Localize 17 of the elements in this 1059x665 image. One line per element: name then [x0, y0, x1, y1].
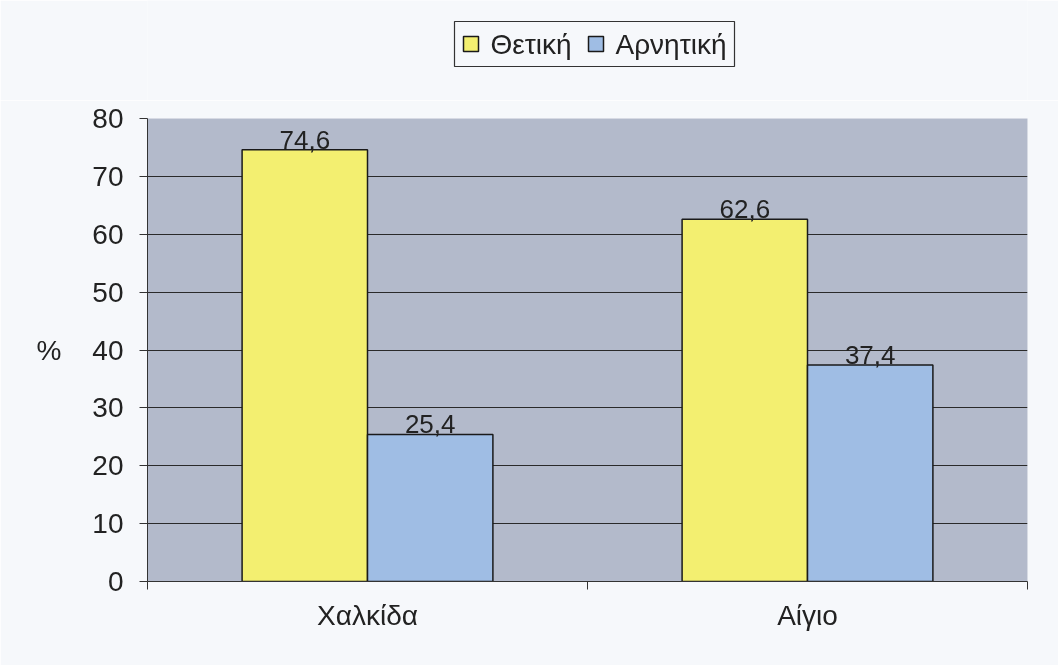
y-axis-title: % [36, 334, 62, 366]
y-tick-label: 10 [92, 508, 124, 540]
y-tick-label: 80 [92, 103, 124, 134]
x-tick-label: Χαλκίδα [317, 599, 418, 631]
y-tick-label: 60 [92, 218, 124, 250]
data-label: 74,6 [279, 124, 331, 155]
x-tick-label: Αίγιο [777, 599, 838, 631]
data-label: 62,6 [719, 194, 771, 225]
y-tick-label: 70 [92, 160, 124, 192]
y-tick-label: 0 [107, 566, 124, 597]
y-tick-label: 50 [92, 276, 124, 308]
y-tick-label: 20 [92, 450, 124, 482]
y-tick-label: 30 [92, 392, 124, 424]
y-tick-label: 40 [92, 334, 124, 366]
data-label: 25,4 [404, 409, 456, 440]
legend-label: Θετική [490, 28, 572, 60]
legend-label: Αρνητική [615, 28, 727, 60]
